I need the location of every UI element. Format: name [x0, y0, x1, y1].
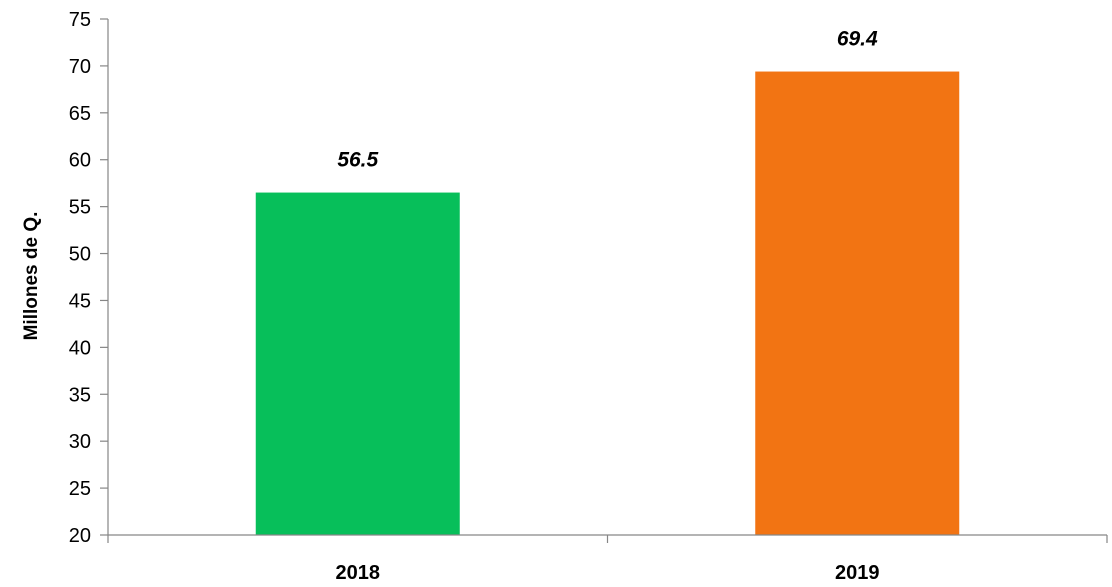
y-tick-marks — [100, 18, 108, 536]
category-label-2018: 2018 — [336, 562, 381, 584]
y-tick-label: 75 — [69, 9, 91, 31]
bar-2018 — [255, 192, 460, 535]
y-tick-label: 70 — [69, 56, 91, 78]
y-tick-label: 60 — [69, 150, 91, 172]
bar-2019 — [755, 71, 960, 536]
category-label-2019: 2019 — [835, 562, 880, 584]
y-tick-labels: 20 25 30 35 40 45 50 55 60 65 70 75 — [69, 9, 91, 547]
y-axis-title: Millones de Q. — [21, 212, 42, 341]
y-tick-label: 45 — [69, 290, 91, 312]
y-tick-label: 35 — [69, 384, 91, 406]
y-tick-label: 65 — [69, 103, 91, 125]
y-tick-label: 25 — [69, 478, 91, 500]
y-tick-label: 20 — [69, 525, 91, 547]
bars — [255, 71, 960, 536]
y-tick-label: 40 — [69, 337, 91, 359]
data-label-2018: 56.5 — [337, 149, 378, 172]
y-tick-label: 55 — [69, 197, 91, 219]
x-category-labels: 2018 2019 — [336, 562, 880, 584]
data-label-2019: 69.4 — [837, 28, 878, 51]
data-labels: 56.5 69.4 — [337, 28, 878, 172]
x-tick-marks — [107, 535, 1108, 543]
y-tick-label: 50 — [69, 244, 91, 266]
y-tick-label: 30 — [69, 431, 91, 453]
